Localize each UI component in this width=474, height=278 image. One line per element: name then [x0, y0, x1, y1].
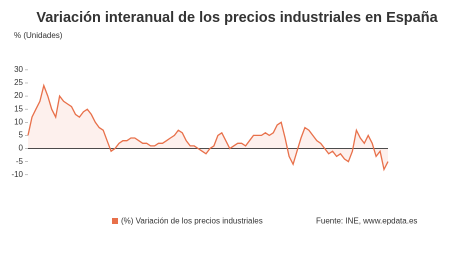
y-tick-label: 15 [14, 104, 23, 113]
line [27, 83, 389, 172]
y-tick-label: 0 [19, 144, 24, 153]
y-tick-label: 30 [14, 65, 23, 74]
y-tick-label: 5 [19, 131, 24, 140]
y-tick-label: -10 [11, 170, 23, 179]
y-tick-label: -5 [16, 157, 24, 166]
source: Fuente: INE, www.epdata.es [316, 217, 417, 226]
legend-label: (%) Variación de los precios industriale… [121, 217, 263, 226]
legend-swatch [112, 218, 118, 224]
area [28, 85, 388, 170]
y-axis-unit: % (Unidades) [14, 31, 63, 40]
y-tick-label: 10 [14, 117, 23, 126]
y-tick-label: 25 [14, 78, 23, 87]
y-tick-label: 20 [14, 91, 23, 100]
chart-title: Variación interanual de los precios indu… [36, 10, 438, 26]
